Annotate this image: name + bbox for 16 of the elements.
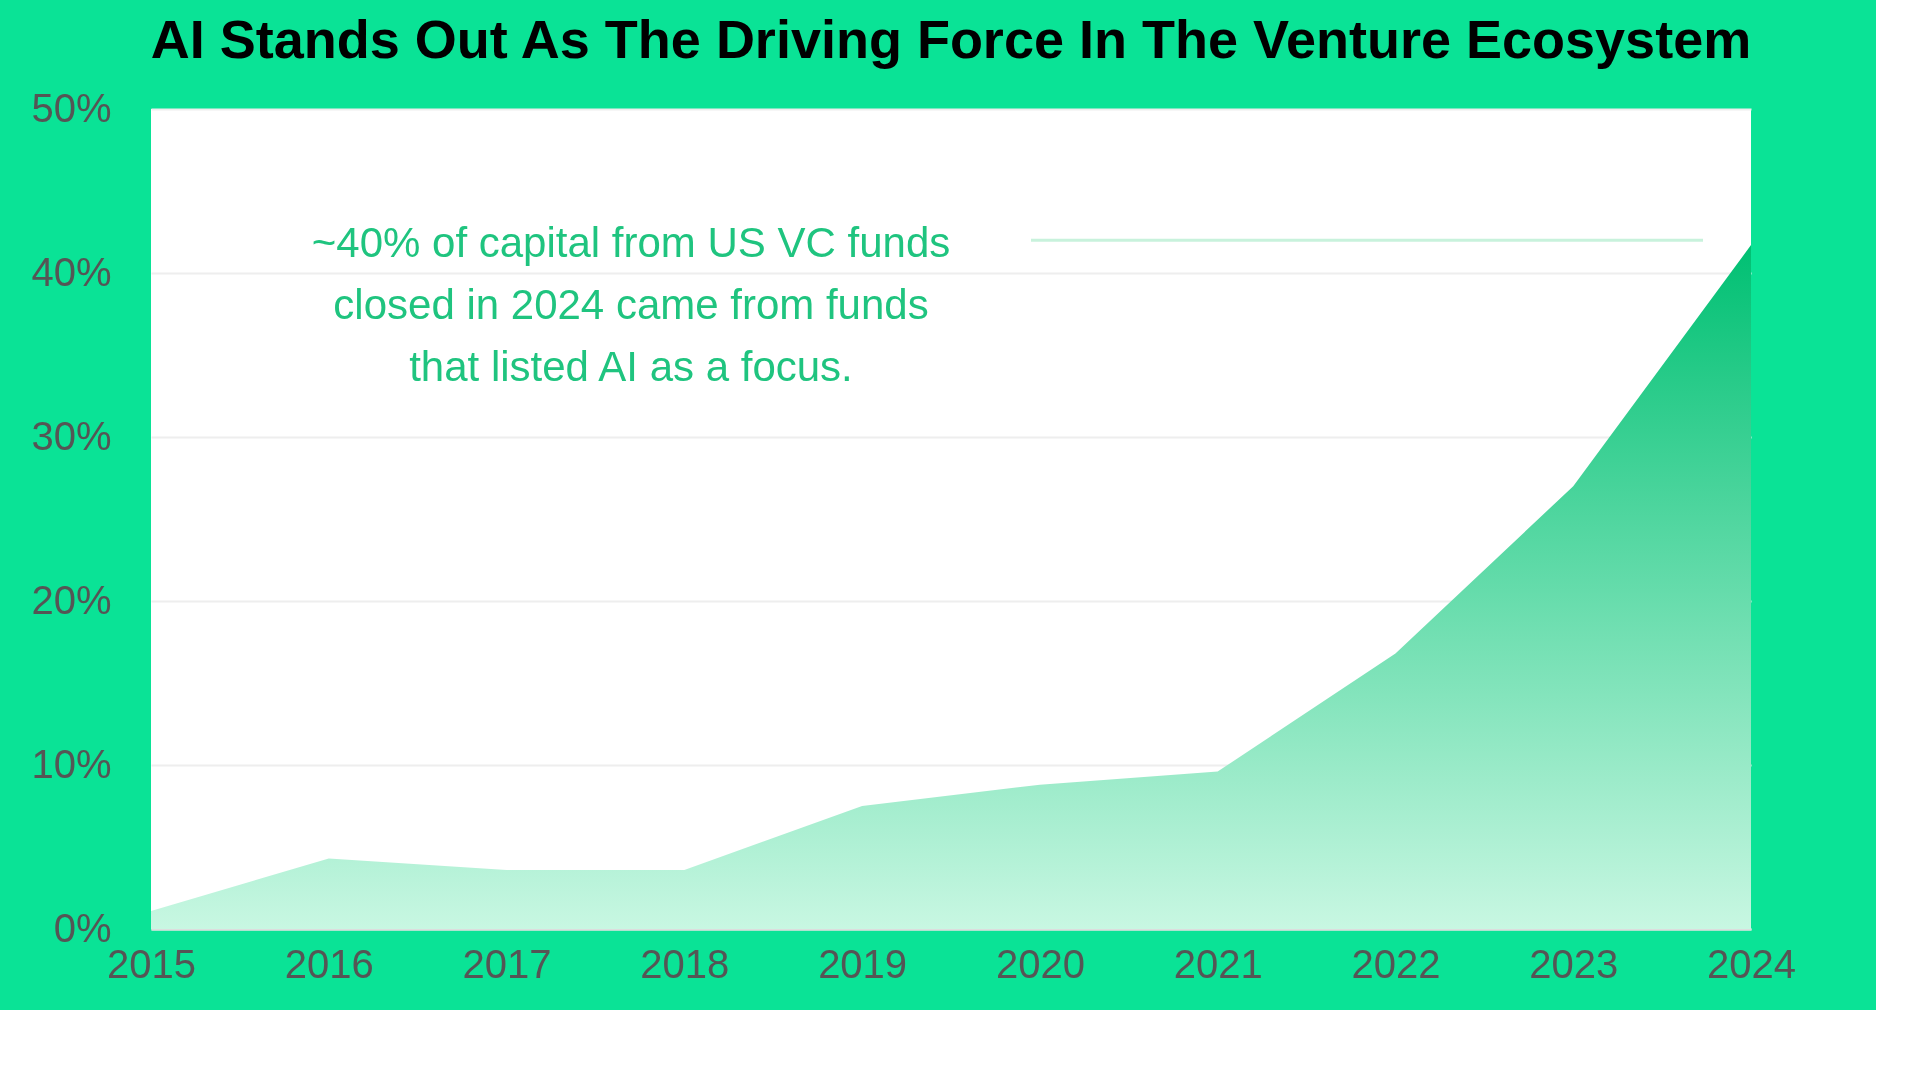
- x-tick-label: 2017: [462, 941, 552, 986]
- x-tick-label: 2020: [995, 941, 1085, 986]
- x-tick-label: 2024: [1707, 941, 1796, 986]
- x-tick-label: 2018: [640, 941, 730, 986]
- annotation: ~40% of capital from US VC funds closed in 2024 came from funds that listed AI as a focus.: [311, 218, 951, 390]
- y-tick-label: 40%: [31, 249, 112, 294]
- x-tick-label: 2016: [284, 941, 374, 986]
- x-tick-label: 2019: [818, 941, 908, 986]
- y-tick-label: 30%: [31, 413, 112, 458]
- chart-title: AI Stands Out As The Driving Force In The Venture Ecosystem: [150, 9, 1752, 69]
- y-tick-label: 50%: [31, 85, 112, 130]
- x-tick-label: 2023: [1529, 941, 1619, 986]
- y-tick-label: 10%: [31, 741, 112, 786]
- x-tick-label: 2022: [1351, 941, 1441, 986]
- y-tick-label: 20%: [31, 577, 112, 622]
- x-tick-label: 2021: [1173, 941, 1263, 986]
